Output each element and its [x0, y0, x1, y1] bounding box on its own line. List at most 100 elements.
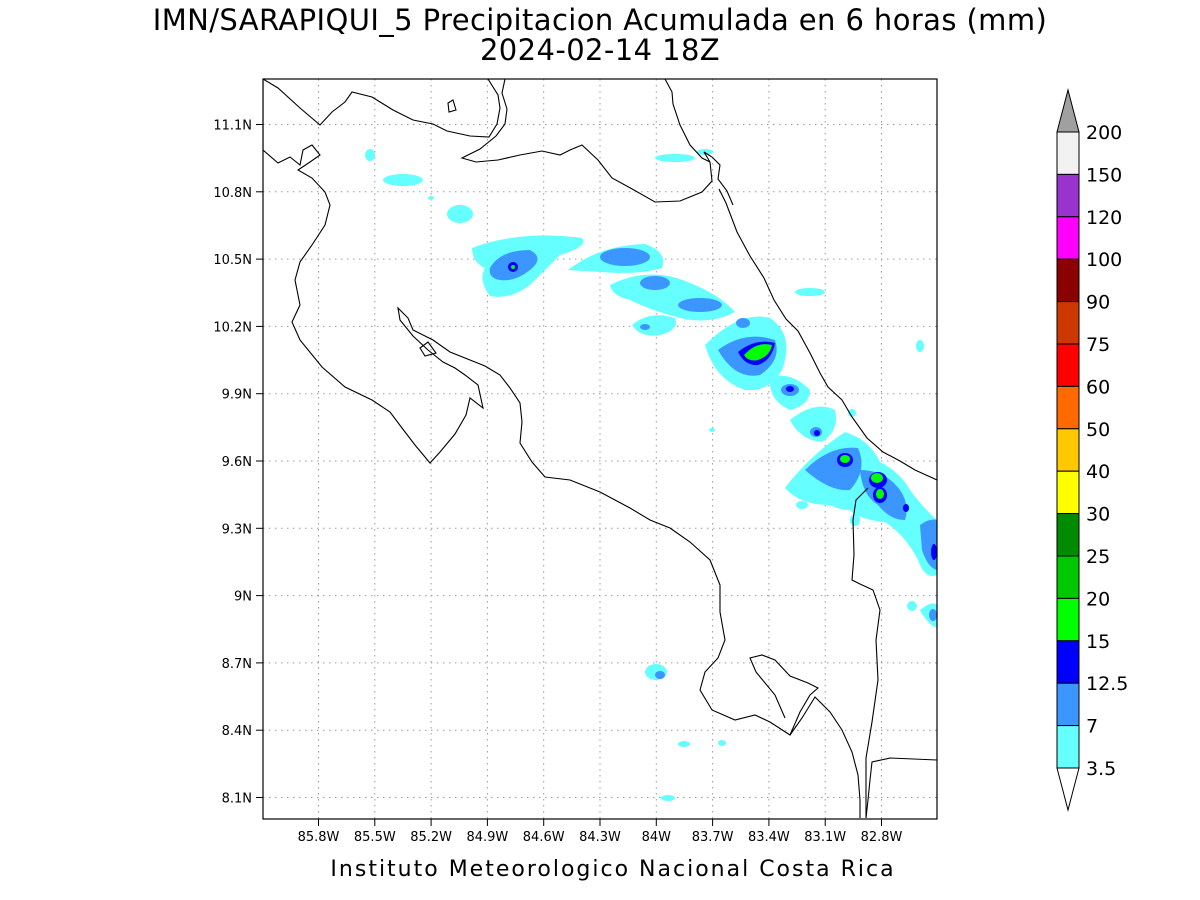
colorbar-segment [1056, 682, 1080, 727]
map-axes: 85.8W 85.5W 85.2W 84.9W 84.6W 84.3W 84W 83.7W 83… [213, 119, 902, 846]
lon-tick-label: 83.1W [804, 830, 846, 845]
chart-title: IMN/SARAPIQUI_5 Precipitacion Acumulada … [152, 3, 1048, 37]
colorbar-segment [1056, 343, 1080, 387]
colorbar-label: 7 [1086, 716, 1098, 738]
colorbar-label: 60 [1086, 376, 1110, 398]
lat-tick-label: 8.7N [222, 657, 252, 672]
colorbar-segment [1056, 173, 1080, 218]
coastline-nicaragua-border [263, 79, 501, 138]
lat-tick-label: 9N [234, 590, 252, 605]
colorbar-arrow-bottom [1056, 767, 1080, 812]
colorbar-label: 20 [1086, 588, 1110, 610]
lat-tick-label: 10.8N [213, 186, 252, 201]
precip-area [796, 501, 808, 509]
border-costa-rica-panama [851, 487, 881, 818]
precip-area [871, 473, 883, 483]
precip-area [661, 795, 675, 801]
precip-area [600, 248, 650, 266]
precip-area [840, 455, 850, 463]
precip-area [678, 741, 690, 747]
precip-area [640, 276, 670, 290]
chart-subtitle: 2024-02-14 18Z [479, 33, 721, 67]
precip-area [790, 406, 837, 442]
precip-area [850, 514, 860, 526]
precip-area [814, 430, 820, 436]
colorbar-segment [1056, 470, 1080, 515]
lon-tick-label: 84W [642, 830, 672, 845]
lon-tick-label: 84.9W [466, 830, 508, 845]
precip-area [655, 671, 665, 679]
precip-area [447, 205, 473, 223]
colorbar-label: 12.5 [1086, 673, 1128, 695]
precipitation-layer [365, 149, 937, 801]
colorbar-label: 150 [1086, 164, 1122, 186]
lon-tick-label: 85.2W [410, 830, 452, 845]
precip-area [736, 318, 750, 328]
colorbar-segment [1056, 725, 1080, 769]
colorbar-segment [1056, 640, 1080, 684]
precip-area [903, 504, 909, 512]
colorbar-label: 3.5 [1086, 758, 1116, 780]
colorbar-segment [1056, 301, 1080, 345]
colorbar-label: 75 [1086, 334, 1110, 356]
colorbar-label: 30 [1086, 504, 1110, 526]
colorbar-label: 200 [1086, 122, 1122, 144]
precip-area [795, 288, 825, 296]
colorbar-label: 50 [1086, 419, 1110, 441]
lon-tick-label: 84.6W [523, 830, 565, 845]
colorbar: 200 150 120 100 90 75 60 50 40 30 25 20 15 12.5 7 3.5 [1056, 88, 1128, 812]
coastline-osa-peninsula [789, 696, 861, 818]
precip-area [640, 324, 650, 330]
precip-area [383, 174, 423, 186]
colorbar-segment [1056, 428, 1080, 472]
lat-tick-label: 10.5N [213, 253, 252, 268]
coastline-caribbean [718, 188, 937, 481]
colorbar-segment [1056, 385, 1080, 430]
precip-area [632, 315, 676, 336]
colorbar-segment [1056, 597, 1080, 642]
coastline-lake-island [447, 99, 457, 113]
colorbar-label: 15 [1086, 631, 1110, 653]
colorbar-segment [1056, 131, 1080, 175]
colorbar-label: 25 [1086, 546, 1110, 568]
coastline-burica [865, 757, 937, 819]
lat-tick-label: 9.6N [222, 455, 252, 470]
coastline-gulf-island [419, 341, 437, 357]
colorbar-label: 120 [1086, 207, 1122, 229]
lon-tick-label: 85.5W [354, 830, 396, 845]
colorbar-segment [1056, 216, 1080, 260]
colorbar-label: 90 [1086, 292, 1110, 314]
coastline-nicaragua-east [460, 79, 734, 206]
lat-tick-label: 9.9N [222, 388, 252, 403]
lat-tick-label: 8.1N [222, 792, 252, 807]
precip-area [428, 196, 434, 200]
lat-tick-label: 9.3N [222, 522, 252, 537]
precip-area [876, 489, 884, 499]
footer-credit: Instituto Meteorologico Nacional Costa R… [330, 857, 896, 882]
precip-area [678, 298, 722, 312]
coastline [263, 79, 937, 819]
precip-area [718, 740, 726, 746]
precip-area [916, 340, 924, 352]
lat-tick-label: 10.2N [213, 320, 252, 335]
coastline-guanacaste [263, 79, 819, 736]
colorbar-segment [1056, 555, 1080, 599]
precip-area [786, 386, 794, 392]
lon-tick-label: 84.3W [579, 830, 621, 845]
lon-tick-label: 82.8W [861, 830, 903, 845]
precip-area [907, 601, 917, 611]
colorbar-label: 40 [1086, 461, 1110, 483]
precip-area [744, 344, 772, 361]
precip-area [848, 409, 856, 417]
precip-area [931, 544, 937, 560]
lon-tick-label: 83.7W [692, 830, 734, 845]
precip-area [365, 149, 375, 161]
precip-area [511, 265, 515, 269]
colorbar-segment [1056, 513, 1080, 557]
colorbar-segment [1056, 258, 1080, 303]
lon-tick-label: 83.4W [748, 830, 790, 845]
lat-tick-label: 8.4N [222, 724, 252, 739]
colorbar-label: 100 [1086, 249, 1122, 271]
lat-tick-label: 11.1N [213, 119, 252, 134]
